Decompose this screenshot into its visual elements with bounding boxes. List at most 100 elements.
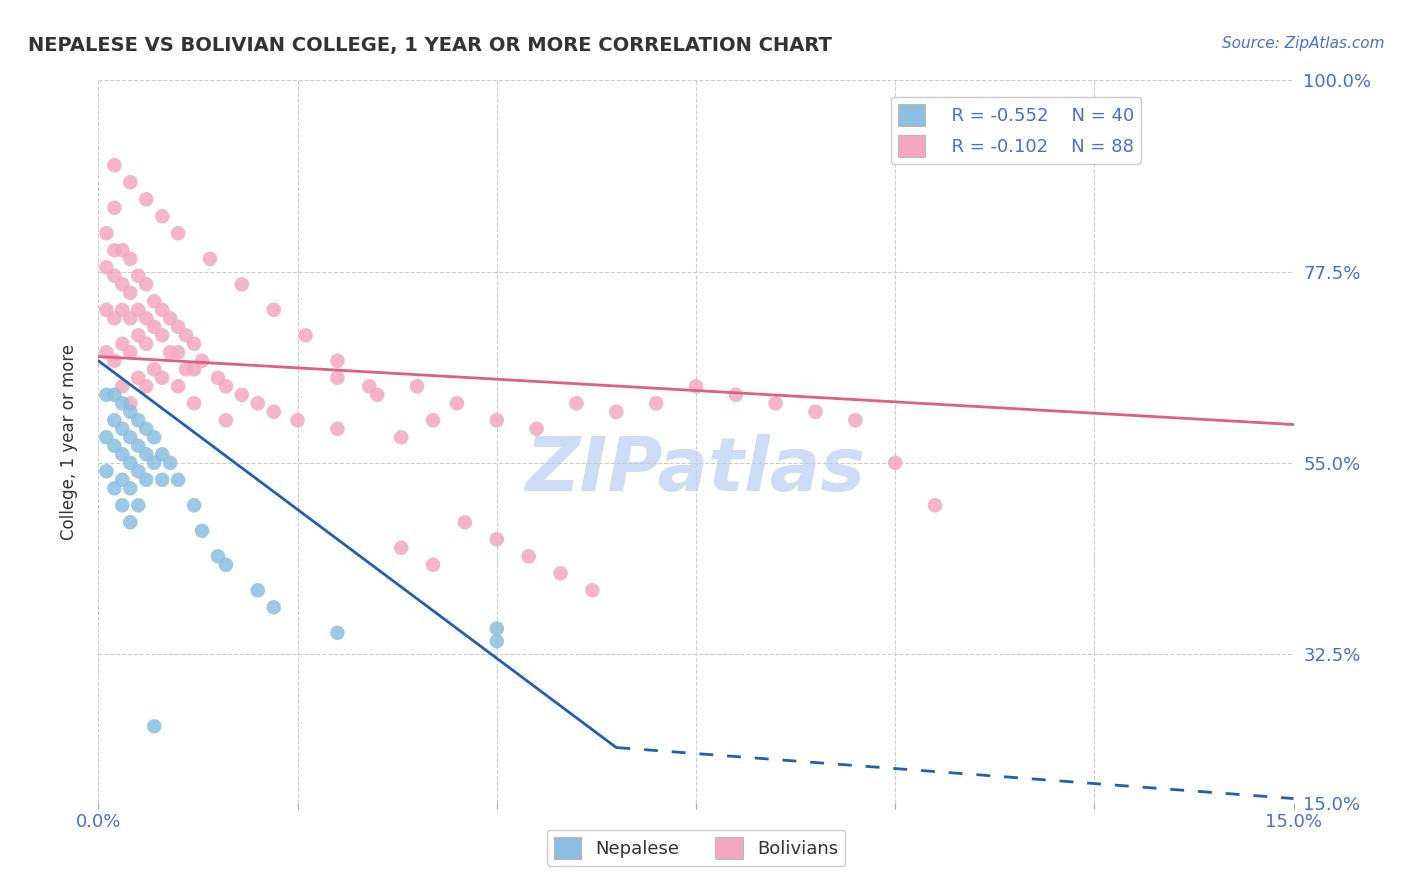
Point [111, 447, 134, 461]
Point [231, 277, 253, 292]
Point [581, 583, 603, 598]
Point [485, 413, 508, 427]
Point [183, 498, 205, 512]
Point [111, 379, 134, 393]
Point [103, 353, 125, 368]
Point [135, 447, 157, 461]
Point [605, 405, 627, 419]
Point [215, 558, 238, 572]
Point [924, 498, 946, 512]
Point [215, 379, 238, 393]
Point [135, 473, 157, 487]
Point [207, 371, 229, 385]
Point [150, 473, 173, 487]
Point [183, 336, 205, 351]
Point [120, 252, 142, 266]
Point [167, 319, 190, 334]
Point [135, 422, 157, 436]
Point [550, 566, 572, 581]
Point [359, 379, 381, 393]
Point [135, 311, 157, 326]
Point [111, 277, 134, 292]
Point [150, 302, 173, 317]
Point [174, 362, 197, 376]
Point [96, 302, 118, 317]
Point [120, 345, 142, 359]
Point [191, 353, 214, 368]
Point [389, 430, 412, 444]
Point [120, 456, 142, 470]
Point [765, 396, 787, 410]
Point [127, 413, 149, 427]
Point [844, 413, 866, 427]
Point [389, 541, 412, 555]
Point [120, 516, 142, 530]
Point [565, 396, 588, 410]
Point [111, 336, 134, 351]
Point [326, 625, 349, 640]
Point [111, 422, 134, 436]
Point [96, 345, 118, 359]
Point [103, 311, 125, 326]
Point [135, 379, 157, 393]
Point [150, 209, 173, 223]
Point [135, 277, 157, 292]
Point [120, 311, 142, 326]
Point [120, 481, 142, 495]
Point [150, 447, 173, 461]
Point [485, 634, 508, 648]
Point [143, 362, 166, 376]
Text: Source: ZipAtlas.com: Source: ZipAtlas.com [1222, 36, 1385, 51]
Point [645, 396, 668, 410]
Point [120, 396, 142, 410]
Point [120, 285, 142, 300]
Point [167, 473, 190, 487]
Point [167, 379, 190, 393]
Point [263, 600, 285, 615]
Point [143, 430, 166, 444]
Point [326, 422, 349, 436]
Point [127, 464, 149, 478]
Point [517, 549, 540, 564]
Point [127, 371, 149, 385]
Point [485, 533, 508, 547]
Point [804, 405, 827, 419]
Point [111, 498, 134, 512]
Legend: Nepalese, Bolivians: Nepalese, Bolivians [547, 830, 845, 866]
Point [246, 583, 269, 598]
Point [884, 456, 907, 470]
Point [111, 473, 134, 487]
Point [143, 319, 166, 334]
Point [135, 336, 157, 351]
Point [103, 439, 125, 453]
Point [263, 302, 285, 317]
Point [422, 558, 444, 572]
Point [127, 268, 149, 283]
Point [120, 430, 142, 444]
Point [422, 413, 444, 427]
Point [103, 244, 125, 258]
Point [526, 422, 548, 436]
Point [231, 388, 253, 402]
Point [96, 388, 118, 402]
Point [406, 379, 429, 393]
Point [127, 302, 149, 317]
Point [135, 192, 157, 206]
Point [446, 396, 468, 410]
Point [103, 158, 125, 172]
Text: NEPALESE VS BOLIVIAN COLLEGE, 1 YEAR OR MORE CORRELATION CHART: NEPALESE VS BOLIVIAN COLLEGE, 1 YEAR OR … [28, 36, 832, 54]
Point [263, 405, 285, 419]
Point [96, 464, 118, 478]
Point [127, 498, 149, 512]
Point [366, 388, 388, 402]
Point [159, 345, 181, 359]
Point [294, 328, 316, 343]
Point [485, 622, 508, 636]
Point [111, 302, 134, 317]
Point [685, 379, 707, 393]
Point [326, 371, 349, 385]
Point [246, 396, 269, 410]
Point [103, 201, 125, 215]
Point [326, 353, 349, 368]
Point [120, 175, 142, 189]
